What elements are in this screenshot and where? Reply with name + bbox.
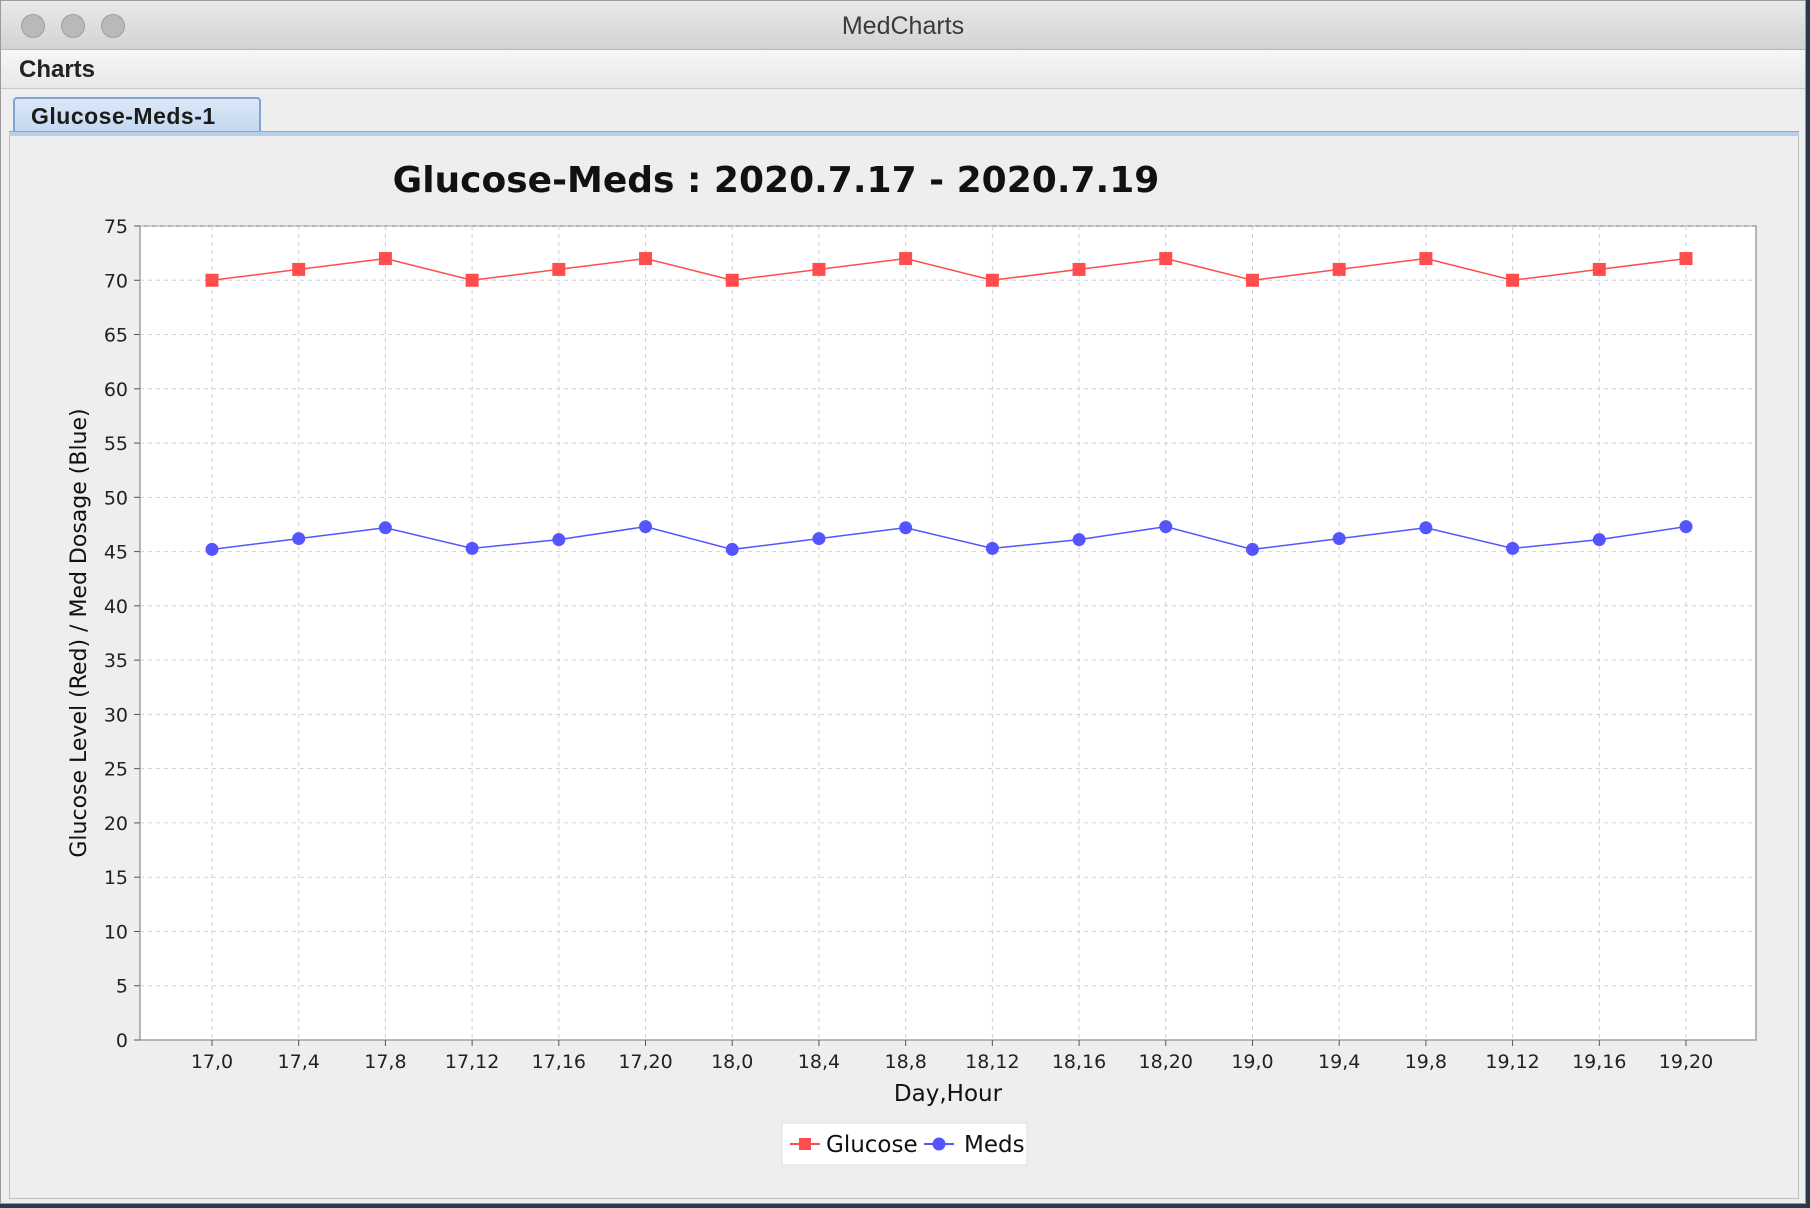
series-line-glucose xyxy=(211,257,1687,282)
legend-box xyxy=(781,1122,1028,1166)
x-tick-label: 17,4 xyxy=(278,1051,320,1073)
data-point-glucose xyxy=(292,262,306,276)
data-point-glucose xyxy=(812,262,826,276)
x-tick-label: 17,8 xyxy=(364,1051,406,1073)
x-tick-label: 19,12 xyxy=(1485,1051,1539,1073)
x-tick-label: 19,20 xyxy=(1659,1051,1713,1073)
legend-label-meds: Meds xyxy=(964,1132,1025,1158)
data-point-meds xyxy=(465,541,479,555)
series-line-meds xyxy=(211,525,1687,551)
zoom-window-button[interactable] xyxy=(101,14,125,38)
y-axis-label: Glucose Level (Red) / Med Dosage (Blue) xyxy=(67,408,92,857)
data-point-meds xyxy=(205,542,219,556)
menu-charts[interactable]: Charts xyxy=(19,56,96,83)
tab-glucose-meds-1[interactable]: Glucose-Meds-1 xyxy=(13,97,261,131)
x-tick-label: 18,4 xyxy=(798,1051,840,1073)
y-tick-label: 25 xyxy=(104,759,128,781)
chart-panel: Glucose-Meds : 2020.7.17 - 2020.7.19 0 5 1… xyxy=(9,136,1799,1199)
y-tick-label: 75 xyxy=(104,216,128,238)
data-point-meds xyxy=(725,542,739,556)
x-tick-label: 19,0 xyxy=(1231,1051,1273,1073)
data-point-glucose xyxy=(1592,262,1606,276)
data-point-meds xyxy=(1592,533,1606,547)
chart-svg: Glucose-Meds : 2020.7.17 - 2020.7.19 0 5 1… xyxy=(67,160,1757,1166)
data-point-meds xyxy=(639,520,653,534)
chart-legend: Glucose Meds xyxy=(781,1122,1028,1166)
x-tick-label: 18,12 xyxy=(965,1051,1019,1073)
grid-lines xyxy=(140,225,1756,1040)
data-point-meds xyxy=(1072,533,1086,547)
data-point-glucose xyxy=(1506,273,1520,287)
y-tick-label: 0 xyxy=(116,1030,128,1052)
x-tick-label: 18,0 xyxy=(711,1051,753,1073)
data-point-meds xyxy=(1245,542,1259,556)
data-point-glucose xyxy=(1419,252,1433,266)
y-tick-label: 45 xyxy=(104,542,128,564)
y-tick-label: 60 xyxy=(104,379,128,401)
axes: 0 5 10 15 20 25 30 35 40 45 50 55 60 65 70 75 17,0 17,4 17… xyxy=(104,216,1713,1073)
data-point-meds xyxy=(552,533,566,547)
data-point-glucose xyxy=(465,273,479,287)
data-point-glucose xyxy=(1679,252,1693,266)
data-point-glucose xyxy=(378,252,392,266)
data-point-glucose xyxy=(205,273,219,287)
data-point-meds xyxy=(1159,520,1173,534)
data-point-glucose xyxy=(725,273,739,287)
data-point-glucose xyxy=(1159,252,1173,266)
menu-bar: Charts xyxy=(1,50,1805,89)
x-tick-label: 17,0 xyxy=(191,1051,233,1073)
x-tick-label: 19,16 xyxy=(1572,1051,1626,1073)
y-tick-label: 5 xyxy=(116,976,128,998)
plot-area xyxy=(139,225,1757,1041)
close-window-button[interactable] xyxy=(21,14,45,38)
data-point-meds xyxy=(378,521,392,535)
data-point-meds xyxy=(292,532,306,546)
data-point-glucose xyxy=(1245,273,1259,287)
legend-marker-glucose xyxy=(799,1138,811,1150)
data-point-meds xyxy=(1679,520,1693,534)
title-bar[interactable]: MedCharts xyxy=(1,1,1805,50)
data-point-meds xyxy=(1419,521,1433,535)
y-tick-label: 35 xyxy=(104,650,128,672)
x-tick-label: 17,20 xyxy=(618,1051,672,1073)
data-point-meds xyxy=(899,521,913,535)
y-tick-label: 50 xyxy=(104,487,128,509)
y-tick-label: 10 xyxy=(104,921,128,943)
x-tick-label: 19,4 xyxy=(1318,1051,1360,1073)
x-tick-label: 17,16 xyxy=(532,1051,586,1073)
y-tick-label: 30 xyxy=(104,704,128,726)
x-axis-label: Day,Hour xyxy=(894,1081,1003,1107)
tab-content-border xyxy=(9,131,1799,136)
tab-label: Glucose-Meds-1 xyxy=(31,103,216,129)
series-layer xyxy=(205,252,1693,556)
data-point-glucose xyxy=(1332,262,1346,276)
data-point-meds xyxy=(1332,532,1346,546)
data-point-glucose xyxy=(899,252,913,266)
x-tick-label: 17,12 xyxy=(445,1051,499,1073)
window-title: MedCharts xyxy=(841,12,965,40)
x-tick-label: 18,8 xyxy=(884,1051,926,1073)
data-point-glucose xyxy=(639,252,653,266)
x-tick-label: 18,20 xyxy=(1139,1051,1193,1073)
x-tick-label: 18,16 xyxy=(1052,1051,1106,1073)
x-tick-label: 19,8 xyxy=(1405,1051,1447,1073)
minimize-window-button[interactable] xyxy=(61,14,85,38)
data-point-meds xyxy=(812,532,826,546)
y-tick-label: 70 xyxy=(104,270,128,292)
y-tick-label: 20 xyxy=(104,813,128,835)
legend-label-glucose: Glucose xyxy=(826,1132,918,1158)
data-point-meds xyxy=(985,541,999,555)
data-point-meds xyxy=(1506,541,1520,555)
y-tick-label: 15 xyxy=(104,867,128,889)
data-point-glucose xyxy=(552,262,566,276)
y-tick-label: 55 xyxy=(104,433,128,455)
tab-strip: Glucose-Meds-1 xyxy=(1,89,1805,133)
data-point-glucose xyxy=(985,273,999,287)
data-point-glucose xyxy=(1072,262,1086,276)
y-tick-label: 40 xyxy=(104,596,128,618)
chart-title: Glucose-Meds : 2020.7.17 - 2020.7.19 xyxy=(393,160,1160,201)
y-tick-label: 65 xyxy=(104,325,128,347)
legend-marker-meds xyxy=(932,1137,946,1151)
